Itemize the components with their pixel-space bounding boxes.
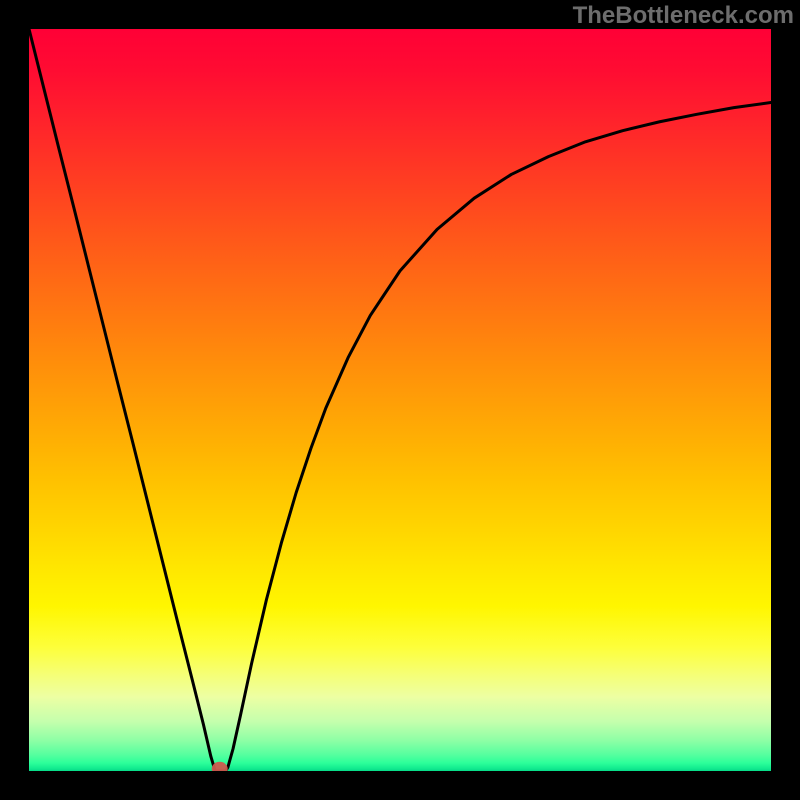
bottleneck-curve — [29, 29, 771, 771]
chart-frame: TheBottleneck.com — [0, 0, 800, 800]
watermark-text: TheBottleneck.com — [573, 2, 794, 30]
plot-area — [29, 29, 771, 771]
curve-layer — [29, 29, 771, 771]
